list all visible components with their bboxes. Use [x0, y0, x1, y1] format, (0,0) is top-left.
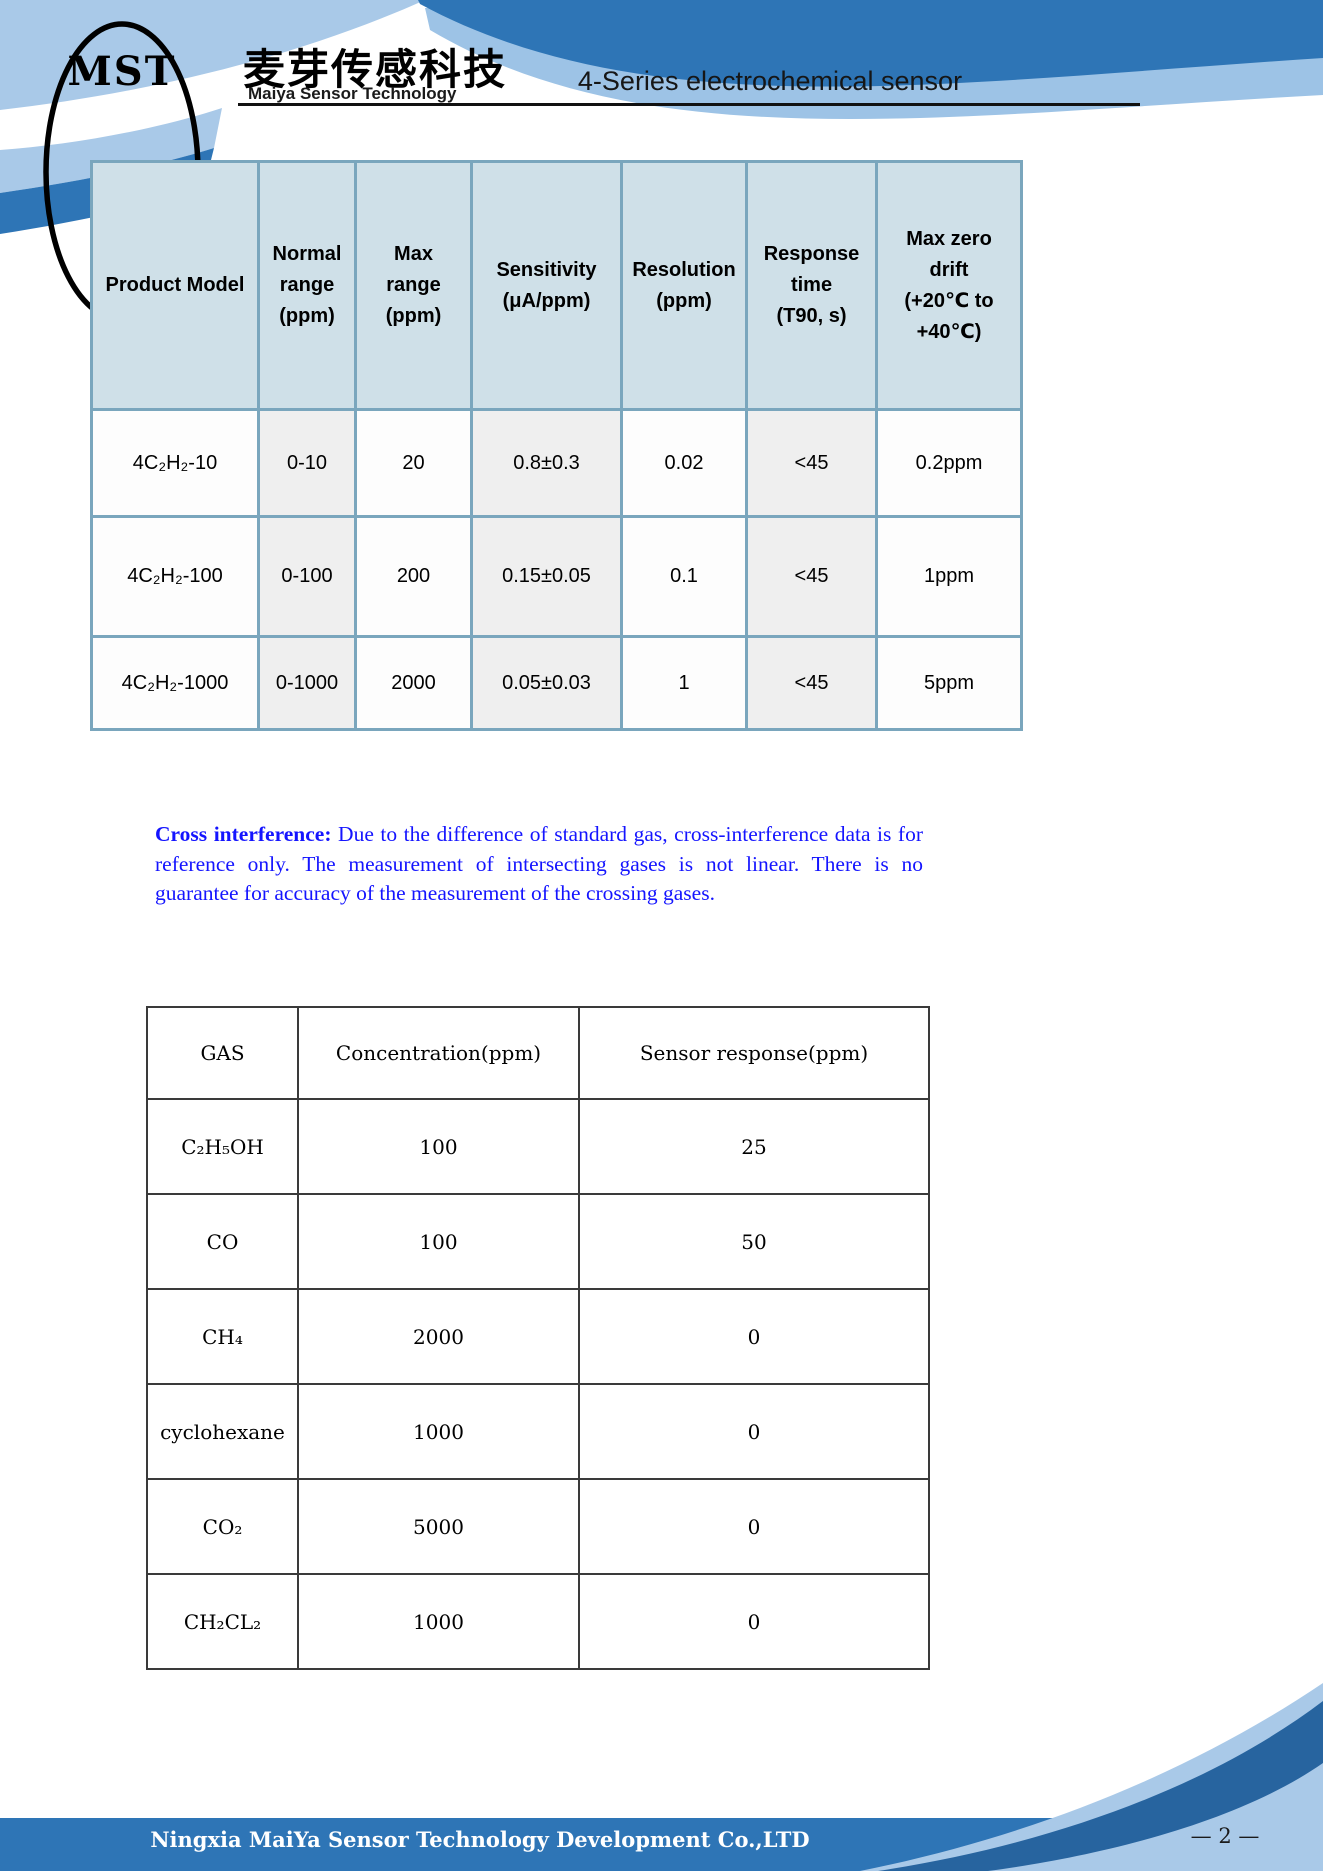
cross-cell: CO₂ [146, 1478, 299, 1575]
footer-decoration [0, 1683, 1323, 1871]
cross-cell: C₂H₅OH [146, 1098, 299, 1195]
cross-row: CO 100 50 [146, 1193, 930, 1290]
spec-cell: <45 [745, 408, 878, 518]
cross-cell: 0 [578, 1383, 930, 1480]
cross-interference-table: GAS Concentration(ppm) Sensor response(p… [146, 1006, 930, 1670]
spec-cell: <45 [745, 515, 878, 638]
cross-cell: 100 [297, 1098, 580, 1195]
header-decoration [0, 0, 1323, 323]
cross-cell: cyclohexane [146, 1383, 299, 1480]
spec-cell: <45 [745, 635, 878, 731]
spec-header-response-time: Response time (T90, s) [745, 160, 878, 411]
spec-cell: 4C₂H₂-1000 [90, 635, 260, 731]
spec-cell: 4C₂H₂-100 [90, 515, 260, 638]
cross-cell: 2000 [297, 1288, 580, 1385]
page-number: — 2 — [1190, 1824, 1260, 1848]
spec-header-sensitivity: Sensitivity (μA/ppm) [470, 160, 623, 411]
logo-mst-text: MST [67, 48, 177, 95]
footer-light-corner [860, 1683, 1323, 1871]
spec-row: 4C₂H₂-100 0-100 200 0.15±0.05 0.1 <45 1p… [90, 515, 1023, 638]
spec-row: 4C₂H₂-10 0-10 20 0.8±0.3 0.02 <45 0.2ppm [90, 408, 1023, 518]
cross-interference-note: Cross interference: Due to the differenc… [155, 820, 923, 909]
spec-row: 4C₂H₂-1000 0-1000 2000 0.05±0.03 1 <45 5… [90, 635, 1023, 731]
cross-header-gas: GAS [146, 1006, 299, 1100]
cross-header-row: GAS Concentration(ppm) Sensor response(p… [146, 1006, 930, 1100]
cross-cell: 5000 [297, 1478, 580, 1575]
spec-header-resolution: Resolution (ppm) [620, 160, 748, 411]
footer-dark-swoosh [878, 1701, 1323, 1871]
footer-company-name: Ningxia MaiYa Sensor Technology Developm… [150, 1827, 810, 1852]
cross-header-response: Sensor response(ppm) [578, 1006, 930, 1100]
spec-header-product-model: Product Model [90, 160, 260, 411]
document-title: 4-Series electrochemical sensor [577, 66, 963, 96]
spec-header-row: Product Model Normal range (ppm) Max ran… [90, 160, 1023, 411]
cross-header-concentration: Concentration(ppm) [297, 1006, 580, 1100]
spec-cell: 0.8±0.3 [470, 408, 623, 518]
cross-row: CH₂CL₂ 1000 0 [146, 1573, 930, 1670]
spec-cell: 20 [354, 408, 473, 518]
cross-cell: 1000 [297, 1383, 580, 1480]
spec-header-normal-range: Normal range (ppm) [257, 160, 357, 411]
spec-cell: 1ppm [875, 515, 1023, 638]
header-light-stripe [0, 108, 222, 193]
cross-cell: 0 [578, 1288, 930, 1385]
cross-cell: 100 [297, 1193, 580, 1290]
cross-cell: 0 [578, 1573, 930, 1670]
cross-cell: CH₄ [146, 1288, 299, 1385]
sensor-spec-table: Product Model Normal range (ppm) Max ran… [90, 160, 1023, 731]
cross-row: CH₄ 2000 0 [146, 1288, 930, 1385]
cross-cell: 0 [578, 1478, 930, 1575]
spec-cell: 200 [354, 515, 473, 638]
spec-cell: 0-10 [257, 408, 357, 518]
cross-cell: 1000 [297, 1573, 580, 1670]
spec-cell: 0-1000 [257, 635, 357, 731]
spec-cell: 5ppm [875, 635, 1023, 731]
spec-header-max-range: Max range (ppm) [354, 160, 473, 411]
spec-cell: 0.02 [620, 408, 748, 518]
cross-cell: CH₂CL₂ [146, 1573, 299, 1670]
company-name-english: Maiya Sensor Technology [248, 84, 457, 103]
spec-cell: 0-100 [257, 515, 357, 638]
spec-cell: 0.1 [620, 515, 748, 638]
spec-cell: 0.2ppm [875, 408, 1023, 518]
cross-cell: CO [146, 1193, 299, 1290]
cross-row: cyclohexane 1000 0 [146, 1383, 930, 1480]
note-text: Due to the difference of standard gas, c… [155, 822, 923, 905]
cross-row: CO₂ 5000 0 [146, 1478, 930, 1575]
spec-cell: 0.05±0.03 [470, 635, 623, 731]
spec-header-max-zero-drift: Max zero drift (+20℃ to +40℃) [875, 160, 1023, 411]
header-dark-band [418, 0, 1323, 87]
spec-cell: 0.15±0.05 [470, 515, 623, 638]
spec-cell: 4C₂H₂-10 [90, 408, 260, 518]
note-label: Cross interference: [155, 822, 332, 846]
spec-cell: 2000 [354, 635, 473, 731]
company-name-chinese: 麦芽传感科技 [243, 45, 508, 94]
cross-cell: 50 [578, 1193, 930, 1290]
spec-cell: 1 [620, 635, 748, 731]
header-underline [238, 103, 1140, 106]
cross-cell: 25 [578, 1098, 930, 1195]
cross-row: C₂H₅OH 100 25 [146, 1098, 930, 1195]
